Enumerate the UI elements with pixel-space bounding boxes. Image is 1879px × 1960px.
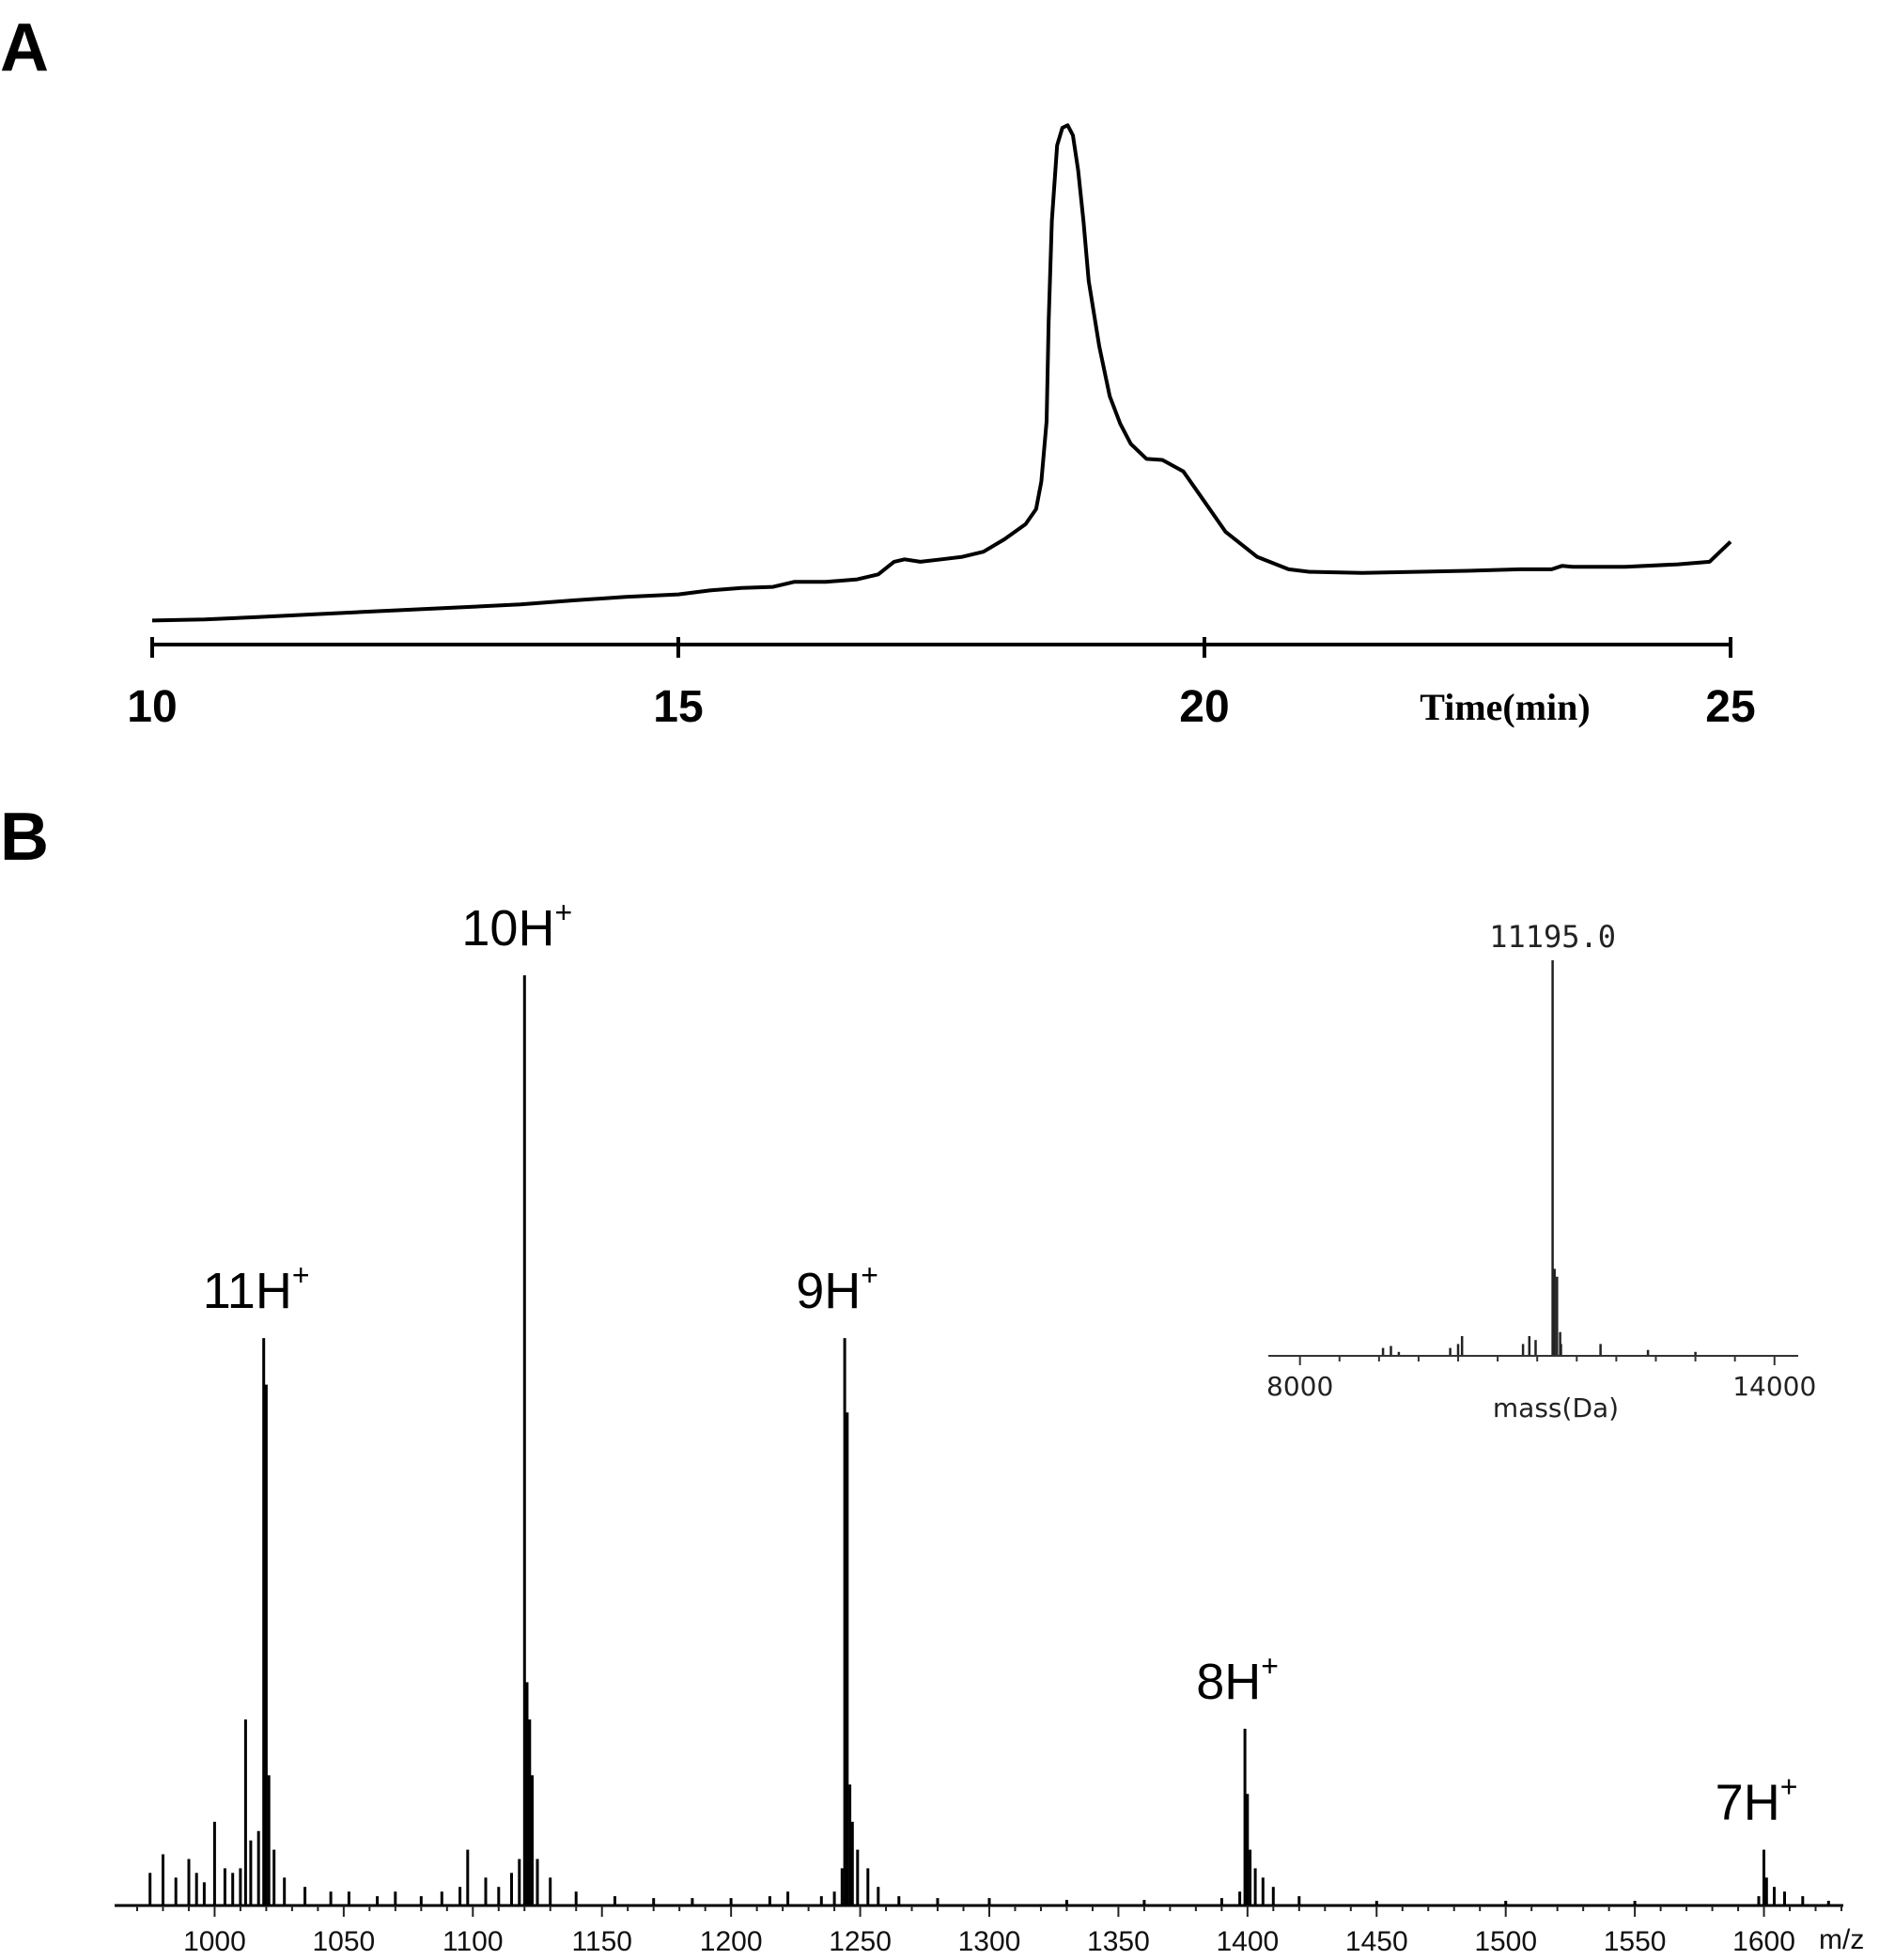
x-tick-label: 1550 xyxy=(1604,1926,1667,1957)
charge-state-label: 10H+ xyxy=(461,895,572,957)
panel-b-letter: B xyxy=(0,800,49,875)
x-axis-unit: m/z xyxy=(1819,1924,1864,1955)
charge-superscript: + xyxy=(554,895,572,929)
x-tick-label: 1450 xyxy=(1345,1926,1408,1957)
x-tick-label: 1600 xyxy=(1732,1926,1795,1957)
charge-state-label: 11H+ xyxy=(203,1258,310,1319)
charge-superscript: + xyxy=(861,1258,878,1292)
x-tick-label: 10 xyxy=(127,682,177,732)
charge-state-label: 8H+ xyxy=(1196,1649,1279,1710)
chromatogram-trace xyxy=(151,123,1732,623)
inset-x-tick-label: 8000 xyxy=(1266,1371,1333,1402)
x-tick-label: 1300 xyxy=(958,1926,1021,1957)
inset-x-axis-title: mass(Da) xyxy=(1493,1392,1619,1423)
charge-state-label: 9H+ xyxy=(796,1258,878,1319)
charge-superscript: + xyxy=(292,1258,310,1292)
inset-peak-label: 11195.0 xyxy=(1489,919,1616,955)
x-tick-label: 25 xyxy=(1705,682,1755,732)
x-tick-label: 20 xyxy=(1179,682,1229,732)
x-tick-label: 1250 xyxy=(829,1926,892,1957)
x-tick-label: 1150 xyxy=(571,1926,632,1957)
x-tick-label: 1400 xyxy=(1216,1926,1279,1957)
x-tick-label: 15 xyxy=(653,682,703,732)
charge-state-label: 7H+ xyxy=(1716,1770,1798,1831)
inset-x-tick-label: 14000 xyxy=(1732,1371,1816,1402)
mass-spectrum-chart: 1000 1050 1100 1150 1200 1250 1300 1350 1400 1450… xyxy=(115,895,1864,1957)
deconvoluted-mass-inset: 8000 14000 11195.0 mass(Da) xyxy=(1266,919,1816,1423)
charge-superscript: + xyxy=(1261,1649,1279,1683)
charge-superscript: + xyxy=(1780,1770,1798,1804)
panel-a-letter: A xyxy=(0,10,49,86)
x-axis-title: Time(min) xyxy=(1420,686,1590,728)
x-tick-label: 1100 xyxy=(443,1926,504,1957)
x-tick-label: 1000 xyxy=(183,1926,246,1957)
x-tick-label: 1200 xyxy=(700,1926,763,1957)
x-tick-label: 1050 xyxy=(312,1926,375,1957)
x-tick-label: 1350 xyxy=(1087,1926,1150,1957)
chromatogram-chart: 10 15 20 25 Time(min) xyxy=(127,123,1756,732)
x-tick-label: 1500 xyxy=(1474,1926,1537,1957)
